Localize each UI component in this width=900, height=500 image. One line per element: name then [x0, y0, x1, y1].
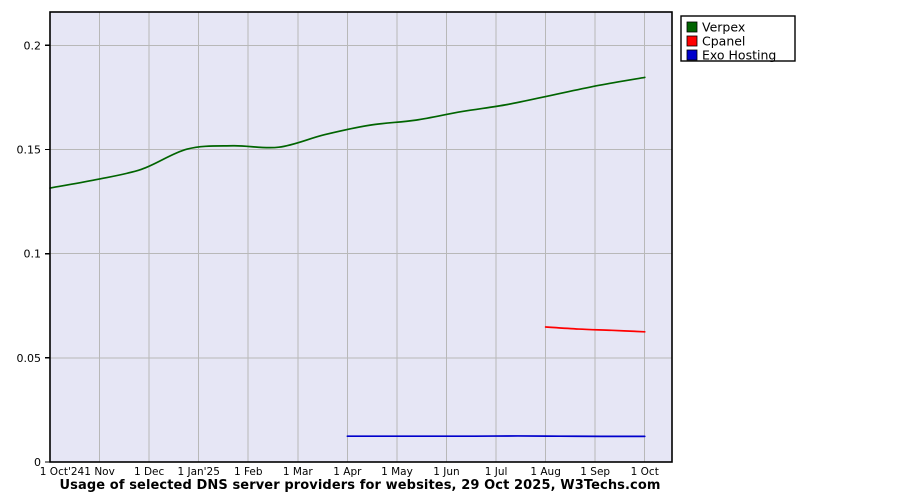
legend-swatch-verpex	[686, 21, 698, 33]
x-tick-label: 1 Oct	[631, 466, 659, 478]
chart-caption: Usage of selected DNS server providers f…	[59, 478, 660, 493]
legend-label-cpanel: Cpanel	[702, 34, 745, 49]
y-axis-tick-labels: 0 0.05 0.1 0.15 0.2	[17, 39, 42, 469]
x-tick-label: 1 Dec	[134, 466, 165, 478]
y-tick-label: 0	[34, 456, 41, 469]
x-tick-label: 1 Aug	[530, 466, 561, 478]
vertical-gridlines	[99, 12, 646, 462]
legend-label-verpex: Verpex	[702, 20, 745, 35]
legend-swatch-exo-hosting	[686, 49, 698, 61]
x-tick-label: 1 Feb	[234, 466, 263, 478]
legend-swatch-cpanel	[686, 35, 698, 47]
series-line-cpanel	[544, 326, 646, 333]
horizontal-gridlines	[50, 44, 672, 359]
x-tick-label: 1 Jul	[485, 466, 508, 478]
plot-background	[50, 12, 672, 462]
x-tick-label: 1 Sep	[580, 466, 610, 478]
y-tick-label: 0.1	[24, 248, 42, 261]
x-tick-label: 1 Jan'25	[177, 466, 219, 478]
data-series-lines	[49, 76, 646, 438]
x-tick-label: 1 Jun	[433, 466, 459, 478]
x-tick-label: 1 Oct'24	[40, 466, 85, 478]
series-line-verpex	[49, 76, 646, 189]
x-tick-label: 1 Mar	[283, 466, 314, 478]
y-tick-label: 0.05	[17, 352, 42, 365]
y-tick-label: 0.2	[24, 39, 42, 52]
x-tick-label: 1 May	[381, 466, 413, 478]
plot-frame	[49, 11, 673, 463]
legend-label-exo-hosting: Exo Hosting	[702, 48, 776, 63]
x-tick-label: 1 Nov	[84, 466, 115, 478]
y-tick-label: 0.15	[17, 144, 42, 157]
x-tick-label: 1 Apr	[333, 466, 362, 478]
legend-box	[680, 15, 796, 62]
axis-tickmarks	[45, 44, 50, 463]
x-axis-tick-labels: 1 Oct'24 1 Nov 1 Dec 1 Jan'25 1 Feb 1 Mar 1 Ap…	[40, 466, 659, 478]
